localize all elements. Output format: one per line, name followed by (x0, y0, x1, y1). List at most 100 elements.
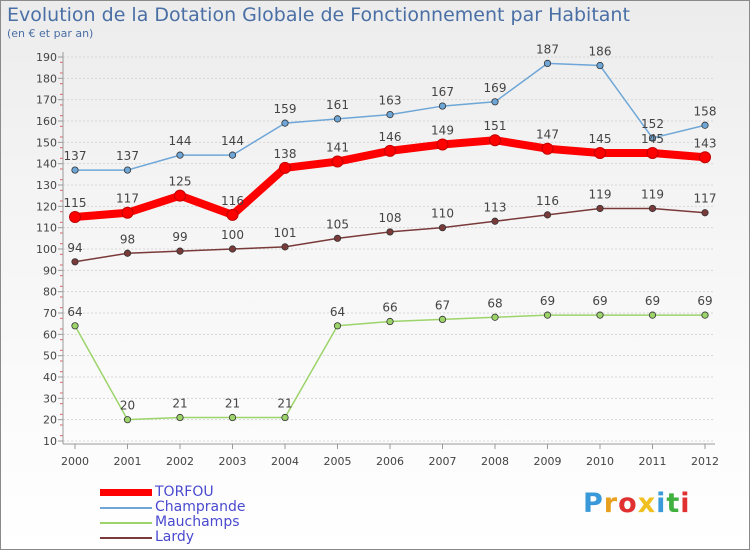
logo-letter: i (680, 488, 691, 519)
data-point (701, 311, 709, 319)
data-label: 69 (592, 294, 607, 308)
data-point (121, 206, 134, 219)
y-tick-label: 140 (36, 158, 57, 171)
y-tick-label: 20 (43, 414, 57, 427)
data-label: 119 (641, 187, 664, 201)
data-label: 143 (694, 136, 717, 150)
data-label: 117 (116, 192, 139, 206)
x-tick-label: 2006 (376, 455, 404, 468)
data-label: 158 (694, 104, 717, 118)
y-tick-label: 190 (36, 51, 57, 64)
data-point (228, 413, 237, 422)
data-label: 137 (116, 149, 139, 163)
data-point (596, 311, 604, 319)
x-tick-label: 2010 (586, 455, 614, 468)
data-label: 69 (697, 294, 712, 308)
data-label: 108 (379, 211, 402, 225)
y-tick-label: 130 (36, 179, 57, 192)
data-label: 115 (64, 196, 87, 210)
x-tick-label: 2001 (114, 455, 142, 468)
data-point (648, 311, 657, 319)
data-label: 21 (225, 397, 240, 411)
data-label: 146 (379, 130, 402, 144)
data-point (333, 234, 342, 242)
data-point (123, 416, 132, 424)
data-point (226, 208, 239, 221)
data-point (176, 247, 184, 255)
logo-letter: t (666, 488, 681, 519)
data-point (646, 147, 659, 159)
y-tick-label: 170 (36, 94, 57, 107)
y-tick-label: 80 (43, 286, 57, 299)
data-label: 21 (172, 397, 187, 411)
data-label: 68 (487, 296, 502, 310)
data-label: 144 (221, 134, 244, 148)
data-label: 116 (221, 194, 244, 208)
data-label: 105 (326, 217, 349, 231)
data-point (333, 322, 342, 330)
x-tick-label: 2009 (534, 455, 562, 468)
data-point (438, 315, 447, 323)
data-point (176, 151, 184, 159)
data-label: 94 (67, 241, 82, 255)
data-point (279, 161, 291, 174)
data-label: 113 (484, 200, 507, 214)
data-point (701, 209, 709, 217)
y-tick-label: 90 (43, 264, 57, 277)
legend-swatch (100, 537, 152, 539)
data-point (71, 322, 79, 330)
logo-letter: r (603, 488, 619, 519)
data-label: 152 (641, 117, 664, 131)
x-tick-label: 2012 (691, 455, 719, 468)
legend-swatch (100, 489, 152, 496)
data-label: 159 (274, 102, 297, 116)
y-tick-label: 10 (43, 435, 57, 448)
y-tick-label: 150 (36, 136, 57, 149)
x-tick-label: 2011 (639, 455, 667, 468)
legend-label: Champrande (155, 499, 246, 515)
y-tick-label: 70 (43, 307, 57, 320)
data-label: 167 (431, 85, 454, 99)
data-label: 161 (326, 98, 349, 112)
logo-letter: x (637, 488, 657, 519)
series-line-mauchamps (74, 314, 706, 421)
legend-swatch (100, 522, 152, 524)
data-point (491, 98, 499, 106)
data-label: 117 (694, 192, 717, 206)
data-label: 125 (169, 175, 192, 189)
data-label: 67 (435, 298, 450, 312)
data-label: 169 (484, 81, 507, 95)
data-label: 116 (536, 194, 559, 208)
data-label: 99 (172, 230, 187, 244)
data-label: 110 (431, 207, 454, 221)
data-label: 145 (589, 132, 612, 146)
data-point (541, 142, 554, 155)
data-point (281, 119, 289, 127)
x-tick-label: 2008 (481, 455, 509, 468)
data-point (648, 134, 657, 142)
x-tick-label: 2004 (271, 455, 299, 468)
y-tick-label: 120 (36, 200, 57, 213)
data-label: 100 (221, 228, 244, 242)
x-tick-label: 2007 (429, 455, 457, 468)
data-label: 119 (589, 187, 612, 201)
legend-label: TORFOU (155, 484, 214, 500)
data-label: 151 (484, 119, 507, 133)
data-point (331, 155, 344, 168)
legend-label: Mauchamps (155, 514, 240, 530)
x-tick-label: 2002 (166, 455, 194, 468)
data-label: 144 (169, 134, 192, 148)
data-label: 187 (536, 42, 559, 56)
data-point (71, 166, 79, 174)
logo-letter: P (583, 488, 604, 519)
data-point (489, 134, 501, 147)
y-tick-label: 110 (36, 222, 57, 235)
logo-letter: i (656, 488, 667, 519)
data-point (386, 111, 394, 119)
data-point (123, 166, 132, 174)
data-label: 137 (64, 149, 87, 163)
data-point (281, 243, 289, 251)
data-label: 101 (274, 226, 297, 240)
data-point (176, 413, 184, 422)
